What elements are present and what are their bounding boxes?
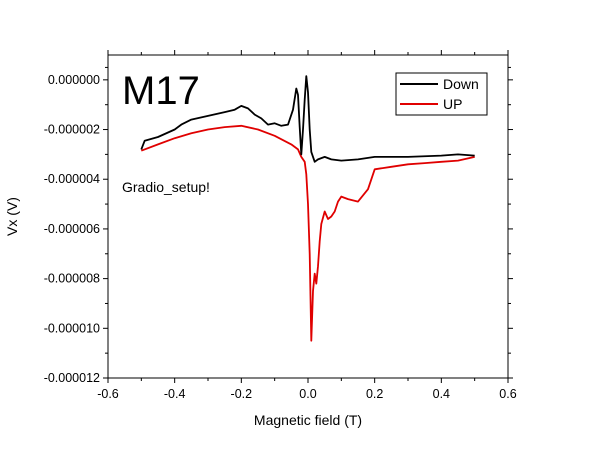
y-tick-label: -0.000012 bbox=[44, 371, 100, 385]
y-tick-label: -0.000004 bbox=[44, 172, 100, 186]
y-axis: 0.000000 -0.000002 -0.000004 -0.000006 -0.00… bbox=[44, 66, 513, 385]
x-tick-label: -0.2 bbox=[231, 387, 253, 401]
series-line-up bbox=[140, 124, 475, 342]
legend-label-up: UP bbox=[443, 96, 462, 112]
x-tick-label: -0.6 bbox=[97, 387, 119, 401]
x-axis-title: Magnetic field (T) bbox=[254, 412, 362, 428]
chart-annotation: Gradio_setup! bbox=[122, 179, 210, 195]
series-line-down bbox=[140, 75, 475, 163]
x-tick-label: -0.4 bbox=[164, 387, 186, 401]
legend-box bbox=[395, 72, 488, 116]
x-tick-label: 0.4 bbox=[433, 387, 450, 401]
chart-title: M17 bbox=[122, 69, 200, 113]
y-tick-label: -0.000002 bbox=[44, 123, 100, 137]
y-tick-label: 0.000000 bbox=[48, 73, 100, 87]
y-tick-label: -0.000010 bbox=[44, 321, 100, 335]
y-axis-title: Vx (V) bbox=[4, 197, 20, 236]
series-layer bbox=[140, 75, 475, 342]
y-tick-label: -0.000006 bbox=[44, 222, 100, 236]
legend: Down UP bbox=[395, 72, 488, 116]
x-tick-label: 0.2 bbox=[366, 387, 383, 401]
x-tick-label: 0.6 bbox=[499, 387, 516, 401]
x-tick-label: 0.0 bbox=[299, 387, 316, 401]
y-tick-label: -0.000008 bbox=[44, 272, 100, 286]
x-axis: -0.6 -0.4 -0.2 0.0 0.2 0.4 0.6 bbox=[97, 50, 517, 401]
legend-label-down: Down bbox=[443, 76, 479, 92]
